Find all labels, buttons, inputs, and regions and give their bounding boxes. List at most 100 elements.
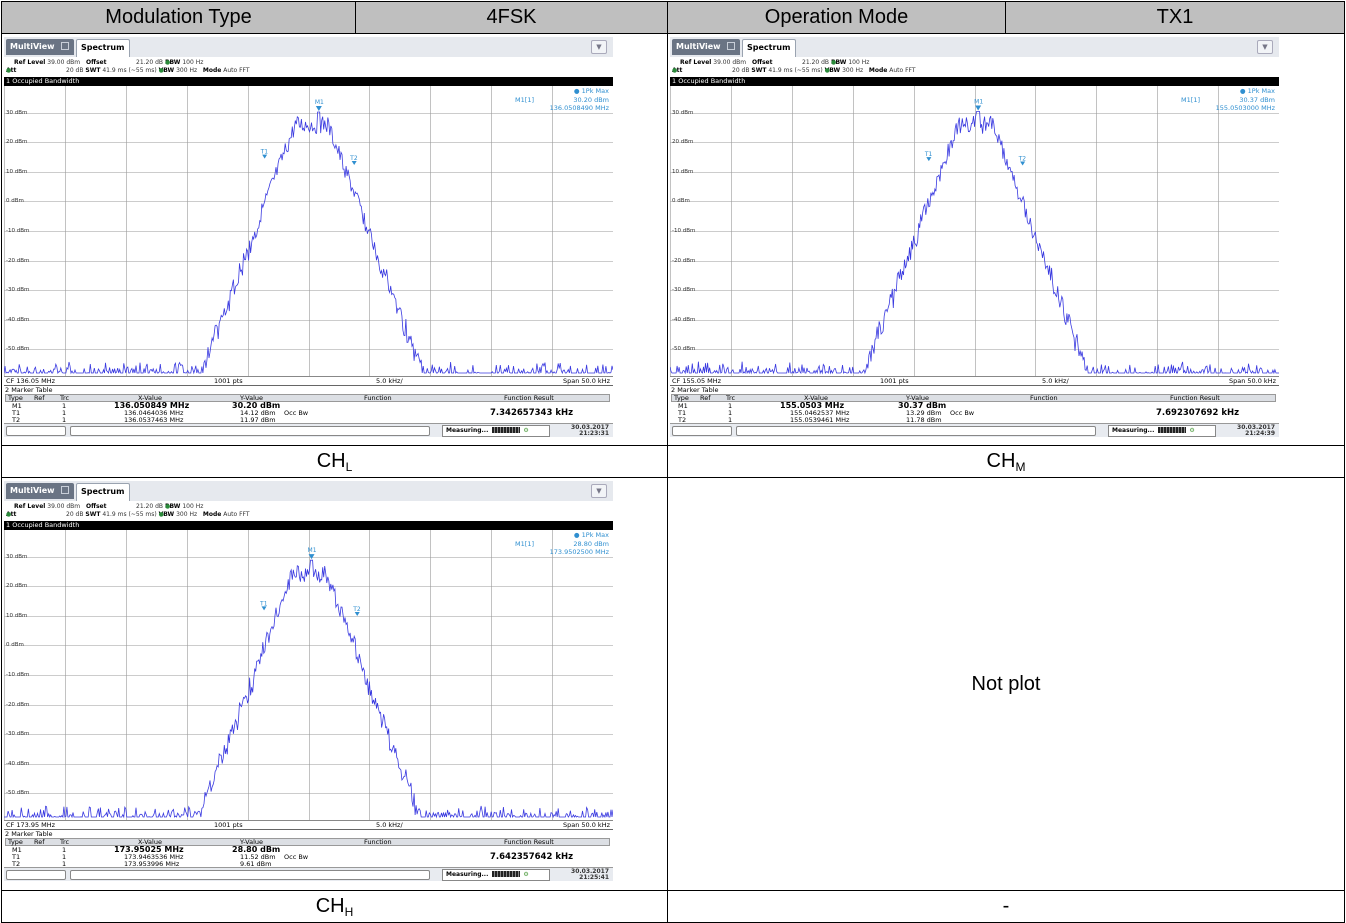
- y-tick-label: 30 dBm: [6, 553, 28, 560]
- label-row-2: CHH -: [1, 890, 1345, 923]
- swt-label: SWT: [85, 67, 101, 74]
- tab-multiview[interactable]: MultiView: [6, 483, 74, 499]
- span-label: Span 50.0 kHz: [562, 377, 610, 385]
- y-tick-label: -50 dBm: [672, 345, 696, 352]
- ref-level: 39.00 dBm: [713, 59, 747, 66]
- screenshot-row-1: MultiView Spectrum ▼ Ref Level 39.00 dBm…: [1, 33, 1345, 446]
- points-count: 1001 pts: [214, 377, 243, 385]
- marker-t1-icon: [262, 154, 268, 159]
- screenshot-cell-ch-l: MultiView Spectrum ▼ Ref Level 39.00 dBm…: [1, 33, 668, 446]
- label-ch-m: CHM: [667, 445, 1345, 478]
- y-tick-label: -40 dBm: [6, 316, 30, 323]
- timestamp: 30.03.2017 21:23:31: [571, 425, 609, 437]
- col-fn: Function: [364, 838, 392, 846]
- tab-multiview[interactable]: MultiView: [6, 39, 74, 55]
- swt: 41.9 ms (~55 ms): [768, 67, 823, 74]
- marker-readout: M1[1] 28.80 dBm 173.9502500 MHz: [515, 540, 609, 556]
- tab-multiview: MultiView: [10, 486, 55, 495]
- rbw-label: RBW: [164, 59, 181, 66]
- frequency-axis: CF 155.05 MHz 1001 pts 5.0 kHz/ Span 50.…: [670, 376, 1279, 385]
- gear-icon: ⚙: [523, 427, 529, 434]
- swt-label: SWT: [85, 511, 101, 518]
- chevron-down-icon[interactable]: ▼: [1257, 40, 1273, 54]
- spectrum-plot[interactable]: M1 T1 T2 ● 1Pk Max M1[1] 30.20 dBm 136.050…: [4, 86, 613, 376]
- col-ref: Ref: [34, 394, 45, 402]
- marker-t2-icon: [354, 611, 360, 616]
- status: Measuring...: [446, 871, 489, 878]
- marker-t2-icon: [1020, 161, 1026, 166]
- grid-icon: [726, 42, 735, 50]
- trace-mode-label: ● 1Pk Max: [573, 531, 609, 539]
- y-tick-label: -50 dBm: [6, 789, 30, 796]
- marker-t1-y: 13.29 dBm: [906, 409, 942, 417]
- marker-t2-trc: 1: [62, 860, 67, 868]
- status-bar: Measuring... ⚙ 30.03.2017 21:24:39: [670, 423, 1279, 437]
- col-x: X-Value: [804, 394, 828, 402]
- marker-freq: 173.9502500 MHz: [549, 548, 609, 556]
- marker-t2-label: T2: [352, 606, 361, 613]
- spectrum-plot[interactable]: M1 T1 T2 ● 1Pk Max M1[1] 28.80 dBm 173.950…: [4, 530, 613, 820]
- tab-bar: MultiView Spectrum ▼: [670, 37, 1279, 57]
- gear-icon: ⚙: [523, 871, 529, 878]
- col-x: X-Value: [138, 838, 162, 846]
- marker-table: 2 Marker Table Type Ref Trc X-Value Y-Va…: [670, 385, 1279, 424]
- tab-multiview[interactable]: MultiView: [672, 39, 740, 55]
- marker-m1-x: 173.95025 MHz: [114, 845, 184, 854]
- offset-label: Offset: [752, 59, 773, 66]
- not-plot-cell: Not plot: [667, 477, 1345, 891]
- tab-bar: MultiView Spectrum ▼: [4, 481, 613, 501]
- col-trc: Trc: [60, 838, 70, 846]
- marker-m1-y: 30.20 dBm: [232, 401, 281, 410]
- chevron-down-icon[interactable]: ▼: [591, 40, 607, 54]
- points-count: 1001 pts: [880, 377, 909, 385]
- marker-m1-y: 30.37 dBm: [898, 401, 947, 410]
- marker-t2-label: T2: [349, 155, 358, 162]
- vbw-label: VBW: [824, 67, 841, 74]
- time: 21:24:39: [1245, 430, 1275, 437]
- marker-t1-x: 136.0464036 MHz: [124, 409, 184, 417]
- ref-level: 39.00 dBm: [47, 59, 81, 66]
- status: Measuring...: [1112, 427, 1155, 434]
- marker-freq: 136.0508490 MHz: [549, 104, 609, 112]
- tab-spectrum[interactable]: Spectrum: [76, 39, 130, 57]
- occupied-bandwidth-title: 1 Occupied Bandwidth: [4, 77, 613, 86]
- y-tick-label: -30 dBm: [6, 730, 30, 737]
- marker-freq: 155.0503000 MHz: [1215, 104, 1275, 112]
- chevron-down-icon[interactable]: ▼: [591, 484, 607, 498]
- marker-m1-x: 155.0503 MHz: [780, 401, 845, 410]
- freq-per-div: 5.0 kHz/: [376, 821, 403, 829]
- marker-table: 2 Marker Table Type Ref Trc X-Value Y-Va…: [4, 829, 613, 868]
- y-tick-label: -10 dBm: [6, 671, 30, 678]
- swt: 41.9 ms (~55 ms): [102, 67, 157, 74]
- label-row-1: CHL CHM: [1, 445, 1345, 478]
- time: 21:23:31: [579, 430, 609, 437]
- ref-level-label: Ref Level: [14, 503, 46, 510]
- marker-m1-trc: 1: [62, 402, 67, 410]
- marker-t1-label: T1: [259, 600, 268, 607]
- offset-label: Offset: [86, 503, 107, 510]
- tab-spectrum[interactable]: Spectrum: [742, 39, 796, 57]
- col-fr: Function Result: [1170, 394, 1220, 402]
- spectrum-plot[interactable]: M1 T1 T2 ● 1Pk Max M1[1] 30.37 dBm 155.050…: [670, 86, 1279, 376]
- marker-t2-type: T2: [678, 416, 687, 424]
- mode-label: Mode: [202, 67, 222, 74]
- table-title: 2 Marker Table: [5, 386, 53, 394]
- screenshot-cell-ch-m: MultiView Spectrum ▼ Ref Level 39.00 dBm…: [667, 33, 1345, 446]
- y-tick-label: -40 dBm: [6, 760, 30, 767]
- marker-level: 30.37 dBm: [1239, 96, 1275, 104]
- date: 30.03.2017: [1237, 424, 1275, 431]
- marker-m1-icon: [308, 554, 315, 560]
- rbw: 100 Hz: [182, 503, 204, 510]
- att: 20 dB: [732, 67, 750, 74]
- marker-m1-type: M1: [678, 402, 688, 410]
- frequency-axis: CF 173.95 MHz 1001 pts 5.0 kHz/ Span 50.…: [4, 820, 613, 829]
- spectrum-chart: M1 T1 T2: [670, 86, 1279, 376]
- modulation-type-value: 4FSK: [355, 1, 668, 34]
- col-type: Type: [8, 838, 23, 846]
- marker-t1-type: T1: [678, 409, 687, 417]
- tab-spectrum[interactable]: Spectrum: [76, 483, 130, 501]
- grid-icon: [60, 486, 69, 494]
- marker-m1-label: M1: [315, 99, 324, 106]
- marker-t2-y: 9.61 dBm: [240, 860, 272, 868]
